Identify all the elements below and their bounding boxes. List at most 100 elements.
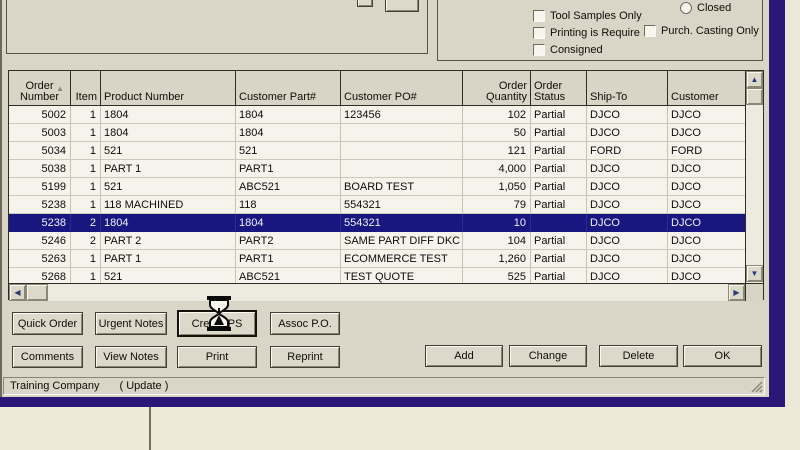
grid-cell[interactable]: 525 (463, 268, 531, 285)
grid-cell[interactable]: Partial (531, 268, 587, 285)
grid-cell[interactable]: 1804 (236, 214, 341, 231)
checkbox-icon[interactable] (533, 10, 545, 22)
tool-samples-checkbox[interactable]: Tool Samples Only (533, 10, 642, 22)
grid-cell[interactable]: DJCO (668, 232, 746, 249)
grid-cell[interactable]: 5268 (9, 268, 71, 285)
grid-cell[interactable]: 79 (463, 196, 531, 213)
partial-control[interactable] (357, 0, 373, 7)
printing-required-checkbox[interactable]: Printing is Require (533, 27, 640, 39)
grid-cell[interactable]: DJCO (587, 250, 668, 267)
grid-cell[interactable]: DJCO (587, 196, 668, 213)
view-notes-button[interactable]: View Notes (95, 346, 167, 368)
delete-button[interactable]: Delete (599, 345, 678, 367)
grid-cell[interactable]: 521 (236, 142, 341, 159)
grid-cell[interactable]: 5246 (9, 232, 71, 249)
grid-cell[interactable]: 1804 (236, 106, 341, 123)
grid-cell[interactable]: Partial (531, 106, 587, 123)
grid-cell[interactable]: 123456 (341, 106, 463, 123)
closed-radio[interactable]: Closed (680, 2, 731, 14)
grid-cell[interactable]: Partial (531, 178, 587, 195)
grid-cell[interactable]: 5003 (9, 124, 71, 141)
grid-cell[interactable]: DJCO (668, 196, 746, 213)
grid-cell[interactable]: 554321 (341, 196, 463, 213)
grid-cell[interactable]: DJCO (587, 178, 668, 195)
grid-cell[interactable]: 2 (71, 214, 101, 231)
consigned-checkbox[interactable]: Consigned (533, 44, 603, 56)
grid-cell[interactable]: DJCO (668, 250, 746, 267)
assoc-po-button[interactable]: Assoc P.O. (270, 312, 340, 335)
grid-cell[interactable]: 5034 (9, 142, 71, 159)
reprint-button[interactable]: Reprint (270, 346, 340, 368)
quick-order-button[interactable]: Quick Order (12, 312, 83, 335)
grid-cell[interactable]: DJCO (587, 124, 668, 141)
column-header-product-number[interactable]: Product Number (101, 71, 236, 105)
grid-cell[interactable] (341, 160, 463, 177)
scroll-down-icon[interactable]: ▼ (746, 265, 763, 282)
grid-cell[interactable]: Partial (531, 124, 587, 141)
grid-cell[interactable]: 102 (463, 106, 531, 123)
grid-cell[interactable]: PART 1 (101, 160, 236, 177)
grid-cell[interactable]: 1 (71, 268, 101, 285)
grid-cell[interactable]: SAME PART DIFF DKC (341, 232, 463, 249)
grid-cell[interactable]: BOARD TEST (341, 178, 463, 195)
grid-cell[interactable]: 50 (463, 124, 531, 141)
grid-cell[interactable]: ECOMMERCE TEST (341, 250, 463, 267)
grid-cell[interactable]: DJCO (668, 214, 746, 231)
purch-casting-checkbox[interactable]: Purch. Casting Only (644, 25, 759, 37)
grid-cell[interactable]: Partial (531, 196, 587, 213)
vertical-scroll-thumb[interactable] (746, 88, 763, 105)
grid-cell[interactable]: PART1 (236, 160, 341, 177)
grid-cell[interactable]: DJCO (668, 178, 746, 195)
grid-cell[interactable]: 5038 (9, 160, 71, 177)
grid-cell[interactable]: DJCO (587, 106, 668, 123)
table-row[interactable]: 5038 1 PART 1 PART1 4,000 Partial DJCO DJCO (9, 160, 746, 178)
checkbox-icon[interactable] (533, 27, 545, 39)
grid-cell[interactable]: 1 (71, 196, 101, 213)
change-button[interactable]: Change (509, 345, 587, 367)
grid-cell[interactable]: 1 (71, 160, 101, 177)
grid-cell[interactable]: 521 (101, 178, 236, 195)
grid-cell[interactable]: Partial (531, 250, 587, 267)
grid-cell[interactable]: FORD (587, 142, 668, 159)
grid-cell[interactable]: 104 (463, 232, 531, 249)
table-row[interactable]: 5199 1 521 ABC521 BOARD TEST 1,050 Partial DJCO… (9, 178, 746, 196)
table-row[interactable]: 5246 2 PART 2 PART2 SAME PART DIFF DKC 104 Par… (9, 232, 746, 250)
grid-cell[interactable] (341, 142, 463, 159)
grid-cell[interactable]: 1804 (101, 106, 236, 123)
partial-control[interactable] (385, 0, 419, 12)
column-header-order-quantity[interactable]: Order Quantity (463, 71, 531, 105)
grid-cell[interactable]: 5199 (9, 178, 71, 195)
table-row[interactable]: 5263 1 PART 1 PART1 ECOMMERCE TEST 1,260 Parti… (9, 250, 746, 268)
grid-cell[interactable]: 4,000 (463, 160, 531, 177)
grid-cell[interactable]: 1804 (236, 124, 341, 141)
grid-cell[interactable]: 554321 (341, 214, 463, 231)
grid-cell[interactable]: 5002 (9, 106, 71, 123)
grid-cell[interactable]: FORD (668, 142, 746, 159)
grid-cell[interactable]: 10 (463, 214, 531, 231)
grid-cell[interactable]: ABC521 (236, 268, 341, 285)
horizontal-scroll-thumb[interactable] (26, 284, 48, 301)
table-row[interactable]: 5268 1 521 ABC521 TEST QUOTE 525 Partial DJCO DJ… (9, 268, 746, 286)
grid-cell[interactable]: 521 (101, 142, 236, 159)
grid-cell[interactable]: Partial (531, 160, 587, 177)
resize-grip-icon[interactable] (749, 379, 763, 393)
grid-cell[interactable]: 118 MACHINED (101, 196, 236, 213)
column-header-customer-part[interactable]: Customer Part# (236, 71, 341, 105)
grid-cell[interactable] (341, 124, 463, 141)
grid-cell[interactable]: TEST QUOTE (341, 268, 463, 285)
column-header-customer-po[interactable]: Customer PO# (341, 71, 463, 105)
column-header-customer[interactable]: Customer (668, 71, 746, 105)
ok-button[interactable]: OK (683, 345, 762, 367)
checkbox-icon[interactable] (533, 44, 545, 56)
table-row[interactable]: 5003 1 1804 1804 50 Partial DJCO DJCO (9, 124, 746, 142)
grid-cell[interactable]: Partial (531, 232, 587, 249)
grid-cell[interactable]: ABC521 (236, 178, 341, 195)
grid-cell[interactable]: Partial (531, 142, 587, 159)
table-row[interactable]: 5238 2 1804 1804 554321 10 DJCO DJCO (9, 214, 746, 232)
horizontal-scrollbar[interactable]: ◀ ▶ (9, 283, 746, 301)
scroll-right-icon[interactable]: ▶ (728, 284, 745, 301)
grid-cell[interactable]: PART 2 (101, 232, 236, 249)
grid-cell[interactable]: 5238 (9, 214, 71, 231)
grid-cell[interactable]: 1 (71, 142, 101, 159)
radio-icon[interactable] (680, 2, 692, 14)
